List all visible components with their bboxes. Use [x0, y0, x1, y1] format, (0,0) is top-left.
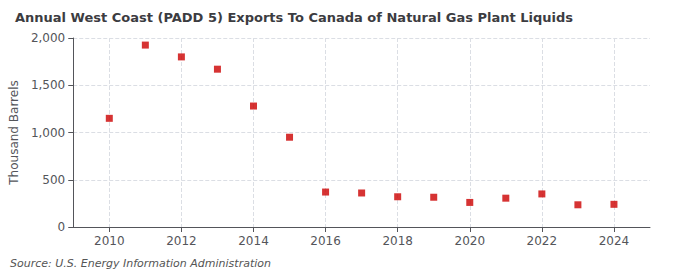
svg-text:Annual West Coast (PADD 5) Exp: Annual West Coast (PADD 5) Exports To Ca… — [15, 10, 573, 25]
svg-text:2022: 2022 — [527, 234, 558, 248]
svg-text:1,000: 1,000 — [31, 126, 65, 140]
svg-text:500: 500 — [42, 173, 65, 187]
svg-text:2,000: 2,000 — [31, 31, 65, 45]
svg-text:2016: 2016 — [310, 234, 341, 248]
svg-text:1,500: 1,500 — [31, 78, 65, 92]
svg-text:2018: 2018 — [382, 234, 413, 248]
svg-text:2014: 2014 — [238, 234, 269, 248]
svg-text:2020: 2020 — [454, 234, 485, 248]
svg-text:2024: 2024 — [599, 234, 630, 248]
svg-text:2010: 2010 — [94, 234, 125, 248]
svg-text:0: 0 — [58, 220, 66, 234]
svg-text:2012: 2012 — [166, 234, 197, 248]
svg-text:Thousand Barrels: Thousand Barrels — [7, 80, 21, 185]
svg-text:Source: U.S. Energy Informatio: Source: U.S. Energy Information Administ… — [10, 257, 271, 270]
